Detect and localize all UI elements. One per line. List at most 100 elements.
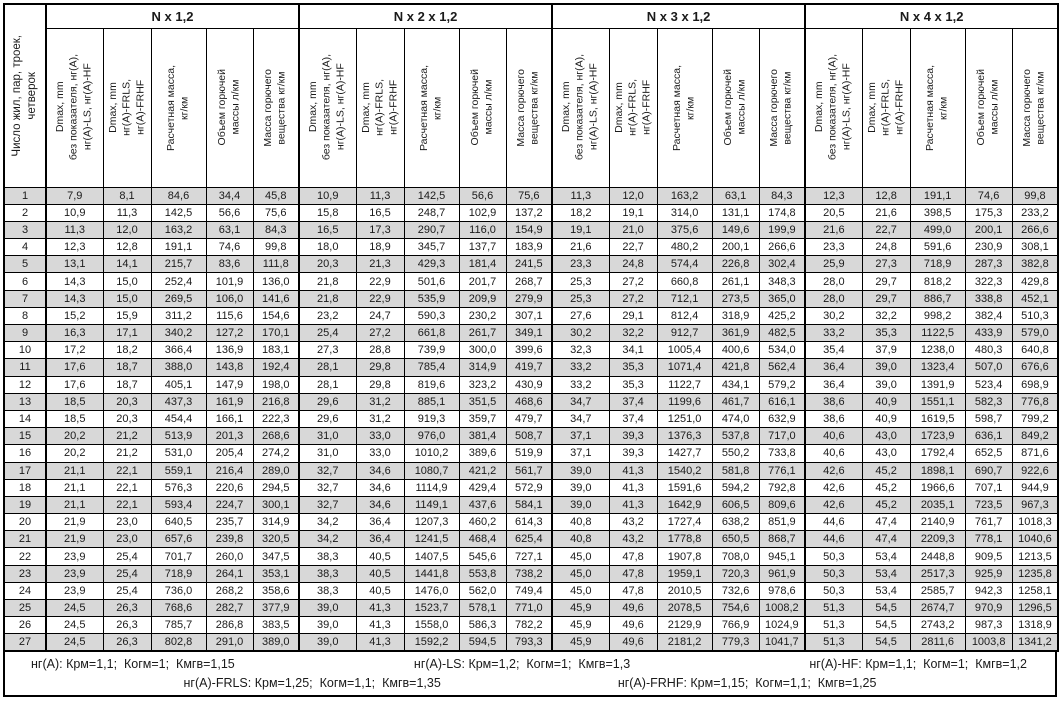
cell: 25,3 bbox=[551, 272, 610, 291]
cell: 1441,8 bbox=[403, 564, 460, 583]
cell: 535,9 bbox=[403, 289, 460, 308]
cell: 15,8 bbox=[298, 203, 357, 222]
cell: 606,5 bbox=[711, 495, 760, 515]
row-number: 16 bbox=[3, 444, 47, 463]
cell: 201,3 bbox=[205, 427, 254, 446]
cell: 230,9 bbox=[964, 238, 1013, 257]
cell: 39,0 bbox=[298, 598, 357, 618]
cell: 314,9 bbox=[252, 513, 300, 532]
cell: 34,1 bbox=[608, 341, 658, 360]
cell: 268,7 bbox=[505, 272, 553, 291]
cell: 2209,3 bbox=[909, 530, 966, 549]
cell: 75,6 bbox=[505, 186, 553, 205]
cell: 1213,5 bbox=[1011, 547, 1059, 566]
cell: 161,9 bbox=[205, 392, 254, 411]
column-header: Расчетная масса, кг/км bbox=[403, 27, 460, 188]
cell: 40,5 bbox=[355, 547, 405, 566]
cell: 261,7 bbox=[458, 323, 507, 343]
column-header: Dmax, mm без показателя, нг(А), нг(А)-LS… bbox=[804, 27, 863, 188]
cell: 625,4 bbox=[505, 530, 553, 549]
cell: 1642,9 bbox=[656, 495, 713, 515]
cell: 137,7 bbox=[458, 238, 507, 257]
cell: 63,1 bbox=[205, 220, 254, 240]
column-header: Dmax, mm без показателя, нг(А), нг(А)-LS… bbox=[298, 27, 357, 188]
cell: 885,1 bbox=[403, 392, 460, 411]
cell: 41,3 bbox=[355, 598, 405, 618]
cell: 200,1 bbox=[711, 238, 760, 257]
cell: 266,6 bbox=[758, 238, 806, 257]
row-number: 19 bbox=[3, 495, 47, 515]
cell: 27,2 bbox=[608, 289, 658, 308]
row-number: 9 bbox=[3, 323, 47, 343]
cell: 53,4 bbox=[861, 547, 911, 566]
cell: 166,1 bbox=[205, 409, 254, 429]
column-header: Расчетная масса, кг/км bbox=[656, 27, 713, 188]
cell: 40,5 bbox=[355, 564, 405, 583]
cell: 534,0 bbox=[758, 341, 806, 360]
cell: 37,4 bbox=[608, 392, 658, 411]
cell: 976,0 bbox=[403, 427, 460, 446]
cell: 909,5 bbox=[964, 547, 1013, 566]
cell: 16,5 bbox=[355, 203, 405, 222]
cell: 18,5 bbox=[45, 392, 104, 411]
cell: 400,6 bbox=[711, 341, 760, 360]
cell: 802,8 bbox=[150, 633, 207, 652]
cell: 183,1 bbox=[252, 341, 300, 360]
cell: 2517,3 bbox=[909, 564, 966, 583]
cell: 584,1 bbox=[505, 495, 553, 515]
table-row: 19 21,1 22,1 593,4 224,7 300,1 32,7 34,6 1149,1 4… bbox=[3, 495, 1059, 515]
cell: 32,7 bbox=[298, 461, 357, 480]
cell: 430,9 bbox=[505, 375, 553, 394]
cell: 36,4 bbox=[804, 375, 863, 394]
cell: 33,0 bbox=[355, 444, 405, 463]
cell: 20,3 bbox=[298, 255, 357, 274]
cell: 640,8 bbox=[1011, 341, 1059, 360]
cell: 47,8 bbox=[608, 547, 658, 566]
cell: 16,3 bbox=[45, 323, 104, 343]
cell: 766,9 bbox=[711, 616, 760, 635]
cell: 785,4 bbox=[403, 358, 460, 377]
cell: 39,0 bbox=[861, 358, 911, 377]
row-number: 18 bbox=[3, 478, 47, 497]
row-number: 3 bbox=[3, 220, 47, 240]
cell: 99,8 bbox=[252, 238, 300, 257]
table-row: 18 21,1 22,1 576,3 220,6 294,5 32,7 34,6 1114,9 4… bbox=[3, 478, 1059, 497]
cell: 115,6 bbox=[205, 306, 254, 326]
cell: 268,2 bbox=[205, 581, 254, 601]
cell: 768,6 bbox=[150, 598, 207, 618]
cell: 230,2 bbox=[458, 306, 507, 326]
cell: 561,7 bbox=[505, 461, 553, 480]
cell: 248,7 bbox=[403, 203, 460, 222]
cell: 2585,7 bbox=[909, 581, 966, 601]
cell: 38,3 bbox=[298, 581, 357, 601]
cell: 39,0 bbox=[551, 495, 610, 515]
cell: 660,8 bbox=[656, 272, 713, 291]
cell: 1018,3 bbox=[1011, 513, 1059, 532]
cell: 31,2 bbox=[355, 409, 405, 429]
row-number: 25 bbox=[3, 598, 47, 618]
cell: 30,2 bbox=[804, 306, 863, 326]
cell: 226,8 bbox=[711, 255, 760, 274]
cell: 41,3 bbox=[608, 495, 658, 515]
cell: 20,3 bbox=[102, 409, 152, 429]
cell: 43,2 bbox=[608, 513, 658, 532]
cell: 581,8 bbox=[711, 461, 760, 480]
cell: 32,2 bbox=[608, 323, 658, 343]
cell: 233,2 bbox=[1011, 203, 1059, 222]
cell: 771,0 bbox=[505, 598, 553, 618]
group-header-nx4x12: N x 4 x 1,2 bbox=[804, 3, 1059, 29]
cell: 590,3 bbox=[403, 306, 460, 326]
cell: 32,7 bbox=[298, 495, 357, 515]
cell: 269,5 bbox=[150, 289, 207, 308]
cell: 718,9 bbox=[150, 564, 207, 583]
cell: 20,2 bbox=[45, 427, 104, 446]
table-row: 17 21,1 22,1 559,1 216,4 289,0 32,7 34,6 1080,7 4… bbox=[3, 461, 1059, 480]
cell: 50,3 bbox=[804, 581, 863, 601]
cell: 26,3 bbox=[102, 616, 152, 635]
cell: 264,1 bbox=[205, 564, 254, 583]
cell: 35,3 bbox=[861, 323, 911, 343]
cell: 25,9 bbox=[804, 255, 863, 274]
cell: 45,9 bbox=[551, 616, 610, 635]
cell: 40,9 bbox=[861, 409, 911, 429]
cell: 708,0 bbox=[711, 547, 760, 566]
